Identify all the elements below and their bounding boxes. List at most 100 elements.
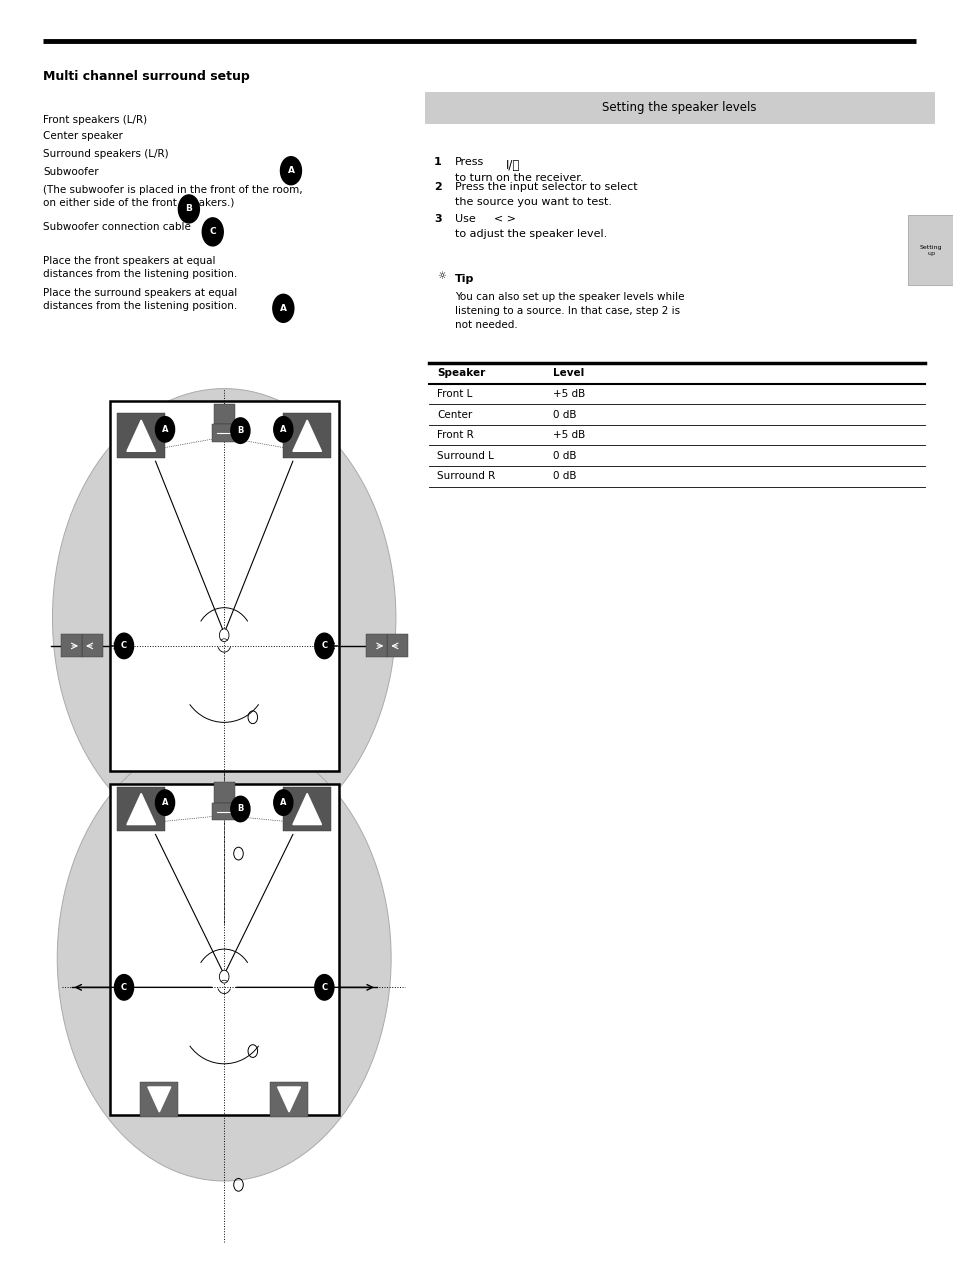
Text: Center speaker: Center speaker <box>43 131 123 141</box>
Circle shape <box>219 629 229 642</box>
Text: Setting the speaker levels: Setting the speaker levels <box>602 101 756 115</box>
Circle shape <box>155 417 174 442</box>
Circle shape <box>314 975 334 1000</box>
FancyBboxPatch shape <box>110 784 338 1115</box>
Text: A: A <box>279 303 287 313</box>
Circle shape <box>231 796 250 822</box>
Circle shape <box>273 294 294 322</box>
Circle shape <box>280 157 301 185</box>
Polygon shape <box>127 794 155 824</box>
Text: Front R: Front R <box>436 431 474 441</box>
FancyBboxPatch shape <box>424 92 934 124</box>
Circle shape <box>57 735 391 1181</box>
Circle shape <box>219 971 229 984</box>
FancyBboxPatch shape <box>907 215 953 285</box>
Text: listening to a source. In that case, step 2 is: listening to a source. In that case, ste… <box>455 306 679 316</box>
FancyBboxPatch shape <box>117 786 165 832</box>
Circle shape <box>202 218 223 246</box>
Text: B: B <box>185 204 193 214</box>
Circle shape <box>155 790 174 815</box>
Text: Tip: Tip <box>455 274 474 284</box>
Text: You can also set up the speaker levels while: You can also set up the speaker levels w… <box>455 292 684 302</box>
Circle shape <box>114 633 133 659</box>
Text: Front speakers (L/R): Front speakers (L/R) <box>43 115 147 125</box>
Text: C: C <box>321 641 327 651</box>
Text: A: A <box>280 424 286 434</box>
Text: Front L: Front L <box>436 389 472 399</box>
Text: distances from the listening position.: distances from the listening position. <box>43 301 237 311</box>
Circle shape <box>274 417 293 442</box>
Text: Speaker: Speaker <box>436 368 485 378</box>
Text: C: C <box>210 227 215 237</box>
Text: to turn on the receiver.: to turn on the receiver. <box>455 173 583 183</box>
Text: 0 dB: 0 dB <box>553 409 577 419</box>
Circle shape <box>274 790 293 815</box>
Circle shape <box>114 975 133 1000</box>
Text: A: A <box>280 798 286 808</box>
Text: < >: < > <box>494 214 516 224</box>
Text: A: A <box>287 166 294 176</box>
Text: 2: 2 <box>434 182 441 192</box>
Polygon shape <box>293 794 321 824</box>
Text: Surround R: Surround R <box>436 471 495 482</box>
Text: Surround L: Surround L <box>436 451 494 461</box>
Wedge shape <box>117 452 331 618</box>
Text: Press: Press <box>455 157 484 167</box>
Wedge shape <box>120 798 328 958</box>
Text: Place the front speakers at equal: Place the front speakers at equal <box>43 256 215 266</box>
Text: I/⏻: I/⏻ <box>505 159 519 172</box>
FancyBboxPatch shape <box>387 634 408 657</box>
Text: Use: Use <box>455 214 476 224</box>
FancyBboxPatch shape <box>61 634 82 657</box>
Wedge shape <box>145 958 303 1080</box>
Text: Place the surround speakers at equal: Place the surround speakers at equal <box>43 288 237 298</box>
FancyBboxPatch shape <box>212 424 236 442</box>
Circle shape <box>231 418 250 443</box>
Text: C: C <box>121 982 127 992</box>
Text: (The subwoofer is placed in the front of the room,: (The subwoofer is placed in the front of… <box>43 185 302 195</box>
Text: C: C <box>121 641 127 651</box>
Text: 1: 1 <box>434 157 441 167</box>
Text: to adjust the speaker level.: to adjust the speaker level. <box>455 229 607 240</box>
Text: not needed.: not needed. <box>455 320 517 330</box>
Wedge shape <box>142 618 306 744</box>
Text: B: B <box>237 804 243 814</box>
Polygon shape <box>148 1087 171 1112</box>
FancyBboxPatch shape <box>213 404 234 424</box>
Text: 0 dB: 0 dB <box>553 471 577 482</box>
Text: +5 dB: +5 dB <box>553 431 585 441</box>
Text: 0 dB: 0 dB <box>553 451 577 461</box>
Circle shape <box>178 195 199 223</box>
Text: Level: Level <box>553 368 584 378</box>
Text: ☼: ☼ <box>436 271 445 282</box>
Text: 3: 3 <box>434 214 441 224</box>
FancyBboxPatch shape <box>270 1082 308 1117</box>
Circle shape <box>314 633 334 659</box>
FancyBboxPatch shape <box>117 413 165 457</box>
Text: B: B <box>237 426 243 436</box>
FancyBboxPatch shape <box>140 1082 178 1117</box>
Text: the source you want to test.: the source you want to test. <box>455 197 612 208</box>
Text: Subwoofer: Subwoofer <box>43 167 98 177</box>
FancyBboxPatch shape <box>110 401 338 771</box>
Polygon shape <box>277 1087 300 1112</box>
Text: on either side of the front speakers.): on either side of the front speakers.) <box>43 197 234 208</box>
Text: Center: Center <box>436 409 472 419</box>
FancyBboxPatch shape <box>212 803 236 820</box>
Polygon shape <box>127 420 155 451</box>
FancyBboxPatch shape <box>82 634 103 657</box>
Text: Press the input selector to select: Press the input selector to select <box>455 182 637 192</box>
Text: distances from the listening position.: distances from the listening position. <box>43 269 237 279</box>
Text: +5 dB: +5 dB <box>553 389 585 399</box>
FancyBboxPatch shape <box>366 634 387 657</box>
Text: C: C <box>321 982 327 992</box>
FancyBboxPatch shape <box>283 413 331 457</box>
FancyBboxPatch shape <box>283 786 331 832</box>
Text: Setting
up: Setting up <box>919 245 942 256</box>
Text: Multi channel surround setup: Multi channel surround setup <box>43 70 250 83</box>
Text: Surround speakers (L/R): Surround speakers (L/R) <box>43 149 169 159</box>
Text: A: A <box>162 798 168 808</box>
Text: Subwoofer connection cable: Subwoofer connection cable <box>43 222 191 232</box>
Circle shape <box>52 389 395 847</box>
Text: A: A <box>162 424 168 434</box>
